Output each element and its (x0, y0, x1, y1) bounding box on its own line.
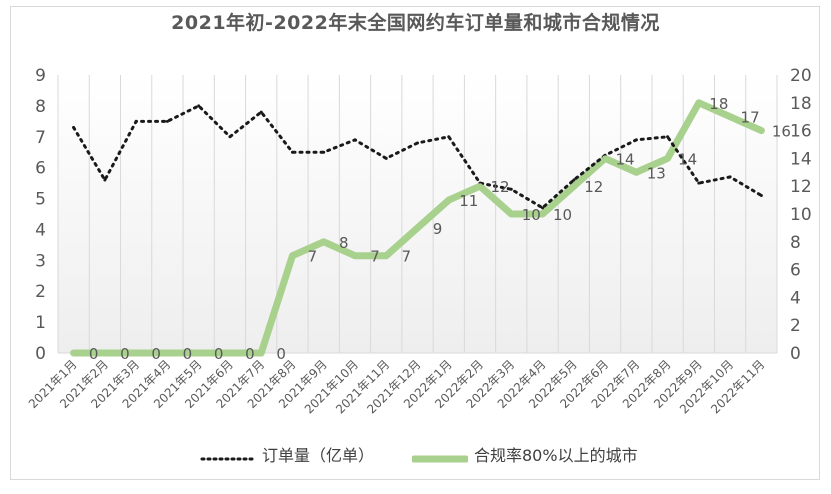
data-point-orders (72, 126, 76, 130)
data-point-orders (759, 193, 763, 197)
y-right-tick-label: 4 (790, 288, 801, 308)
y-right-tick-label: 18 (790, 94, 812, 114)
data-point-orders (634, 138, 638, 142)
data-point-orders (509, 187, 513, 191)
data-point-orders (697, 181, 701, 185)
data-point-orders (134, 119, 138, 123)
data-point-compliance (195, 350, 202, 356)
data-label-compliance: 0 (183, 345, 193, 363)
data-point-compliance (383, 252, 390, 259)
y-right-tick-label: 2 (790, 316, 801, 336)
data-label-compliance: 0 (276, 345, 286, 363)
y-left-tick-label: 8 (35, 97, 46, 117)
data-label-compliance: 16 (772, 123, 791, 141)
y-right-tick-label: 14 (790, 149, 812, 169)
y-left-tick-label: 0 (35, 344, 46, 364)
data-point-orders (541, 206, 545, 210)
data-point-compliance (445, 197, 452, 204)
data-label-compliance: 12 (490, 178, 509, 196)
y-left-tick-label: 6 (35, 159, 46, 179)
legend-label-orders: 订单量（亿单） (262, 446, 375, 465)
data-label-compliance: 7 (401, 248, 411, 266)
data-point-compliance (320, 238, 327, 245)
data-label-compliance: 18 (709, 95, 728, 113)
data-point-orders (416, 141, 419, 145)
y-left-tick-label: 3 (35, 251, 46, 271)
y-right-tick-label: 0 (790, 344, 801, 364)
y-left-tick-label: 2 (35, 282, 46, 302)
data-point-compliance (539, 211, 546, 217)
legend-label-compliance: 合规率80%以上的城市 (474, 446, 638, 465)
data-label-compliance: 12 (584, 178, 603, 196)
y-right-tick-label: 6 (790, 261, 801, 281)
data-point-orders (728, 175, 732, 179)
y-left-tick-label: 1 (35, 313, 46, 333)
data-label-compliance: 7 (370, 248, 380, 266)
data-point-orders (259, 110, 263, 114)
data-label-compliance: 9 (433, 220, 443, 238)
data-point-compliance (133, 350, 140, 356)
data-label-compliance: 0 (151, 345, 161, 363)
data-point-orders (384, 156, 388, 160)
data-point-compliance (258, 350, 265, 356)
data-label-compliance: 14 (678, 150, 697, 168)
legend-swatch-dotted (200, 449, 256, 461)
y-right-tick-label: 20 (790, 66, 812, 86)
data-label-compliance: 0 (245, 345, 255, 363)
data-point-compliance (164, 350, 171, 356)
legend-swatch-solid (410, 449, 470, 463)
y-right-tick-label: 8 (790, 233, 801, 253)
data-point-orders (666, 135, 670, 139)
y-right-tick-label: 10 (790, 205, 812, 225)
data-point-compliance (664, 155, 671, 162)
data-label-compliance: 8 (339, 234, 349, 252)
data-point-compliance (226, 350, 233, 356)
data-point-orders (290, 150, 294, 154)
data-label-compliance: 0 (214, 345, 224, 363)
legend: 订单量（亿单） 合规率80%以上的城市 (0, 442, 831, 466)
y-right-tick-label: 12 (790, 177, 812, 197)
chart-title: 2021年初-2022年末全国网约车订单量和城市合规情况 (171, 12, 660, 34)
legend-item-compliance: 合规率80%以上的城市 (410, 442, 638, 466)
data-point-compliance (351, 252, 358, 259)
y-left-tick-label: 9 (35, 66, 46, 86)
data-label-compliance: 11 (459, 192, 478, 210)
data-label-compliance: 14 (616, 150, 635, 168)
data-point-orders (197, 104, 201, 108)
data-point-compliance (695, 99, 702, 106)
data-point-orders (447, 135, 451, 139)
data-point-orders (228, 135, 232, 139)
data-point-orders (103, 178, 107, 182)
y-left-tick-label: 5 (35, 190, 46, 210)
data-point-compliance (414, 224, 421, 231)
data-point-compliance (758, 127, 765, 134)
data-point-compliance (570, 183, 577, 190)
data-point-orders (353, 138, 357, 142)
data-point-orders (572, 178, 576, 182)
data-point-compliance (508, 211, 515, 217)
data-point-compliance (633, 169, 640, 176)
data-label-compliance: 17 (741, 109, 760, 127)
data-label-compliance: 10 (522, 206, 541, 224)
data-point-compliance (727, 113, 734, 120)
data-point-compliance (602, 155, 609, 162)
data-point-compliance (70, 350, 77, 356)
data-point-orders (322, 150, 326, 154)
plot-area (58, 75, 777, 353)
data-point-compliance (101, 350, 108, 356)
data-label-compliance: 13 (647, 164, 666, 182)
data-label-compliance: 10 (553, 206, 572, 224)
y-left-tick-label: 7 (35, 128, 46, 148)
data-point-compliance (289, 252, 296, 259)
data-label-compliance: 0 (89, 345, 99, 363)
data-label-compliance: 0 (120, 345, 130, 363)
y-left-tick-label: 4 (35, 220, 46, 240)
data-label-compliance: 7 (308, 248, 318, 266)
y-right-tick-label: 16 (790, 122, 812, 142)
data-point-compliance (477, 183, 484, 190)
legend-item-orders: 订单量（亿单） (200, 442, 374, 466)
data-point-orders (165, 119, 169, 123)
